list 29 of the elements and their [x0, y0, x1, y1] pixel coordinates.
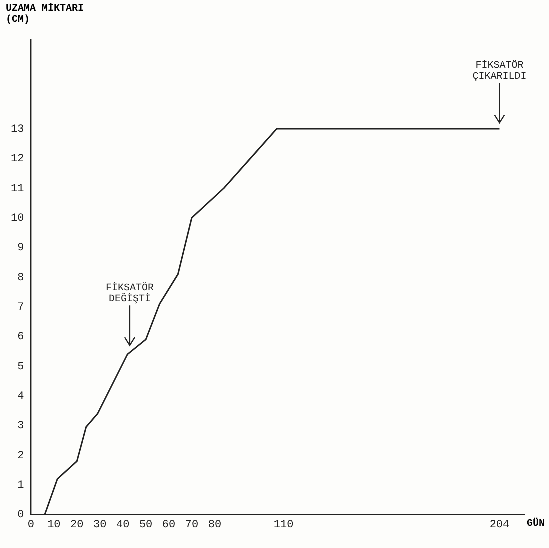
y-tick-label: 12: [11, 154, 24, 166]
annotation: FİKSATÖR ÇIKARILDI: [472, 60, 527, 84]
y-tick-label: 5: [18, 361, 24, 374]
y-tick-label: 1: [18, 480, 25, 492]
x-tick-label: 10: [48, 519, 61, 532]
x-tick-label: 0: [28, 519, 35, 532]
y-tick-label: 13: [11, 124, 24, 136]
y-tick-label: 0: [18, 510, 24, 522]
x-tick-label: 40: [116, 519, 130, 532]
x-tick-label: 60: [162, 519, 176, 532]
x-tick-label: 80: [208, 519, 222, 532]
x-axis-title: GÜN: [526, 519, 545, 530]
x-tick-label: 30: [94, 519, 107, 532]
y-tick-label: 2: [18, 450, 24, 462]
y-tick-label: 9: [18, 242, 24, 255]
y-tick-label: 8: [18, 272, 24, 284]
x-tick-label: 20: [70, 519, 84, 532]
y-tick-label: 11: [11, 183, 25, 196]
y-axis-title: UZAMA MİKTARI (CM): [6, 4, 86, 26]
y-tick-label: 6: [18, 332, 24, 344]
y-tick-label: 3: [18, 420, 24, 433]
y-tick-label: 7: [18, 302, 24, 314]
y-tick-label: 4: [18, 391, 25, 404]
x-tick-label: 50: [139, 519, 153, 532]
x-tick-label: 110: [274, 519, 294, 532]
x-tick-label: 204: [490, 519, 510, 532]
x-tick-label: 70: [185, 519, 199, 532]
y-tick-label: 10: [11, 212, 24, 225]
annotation: FİKSATÖR DEĞİŞTİ: [106, 282, 154, 306]
